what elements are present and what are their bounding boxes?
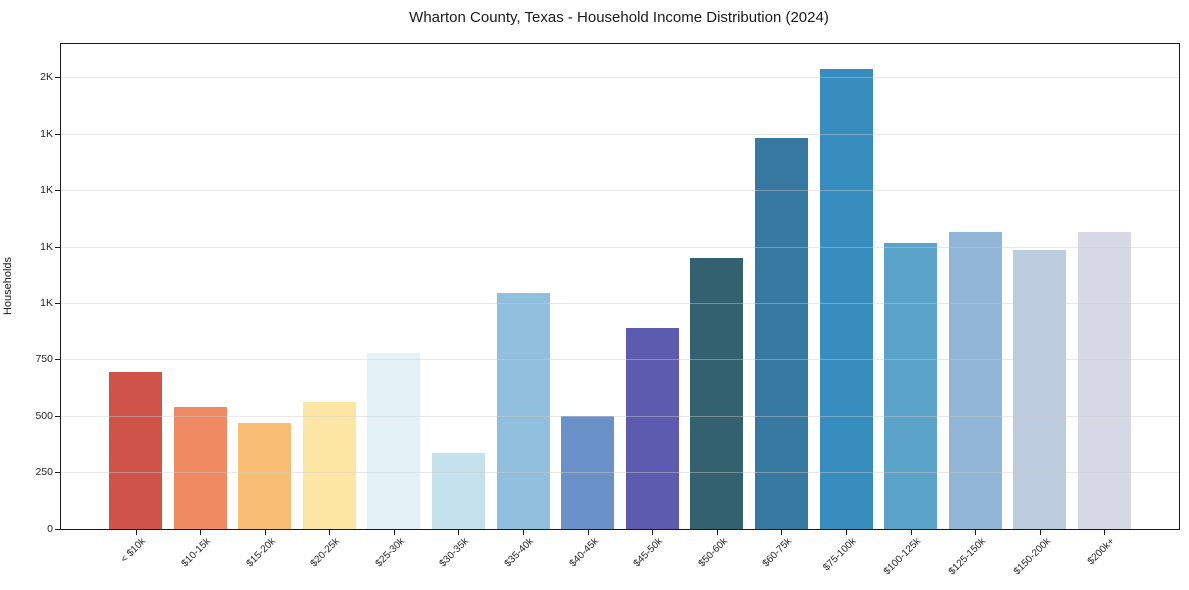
y-tick-label: 250 [35,466,53,479]
y-tick-mark [55,77,60,79]
y-tick-mark [55,246,60,248]
x-tick-mark [846,530,848,535]
bar-7: $40-45k [561,416,615,569]
bars-layer: < $10k $10-15k $15-20k $20-25k $25-30k $30-35… [61,44,1179,577]
x-tick-label: $200k+ [1086,536,1118,568]
x-tick-label: $100-125k [882,536,924,578]
y-tick-mark [55,302,60,304]
x-tick-mark [329,530,331,535]
bar-10: $60-75k [754,137,808,569]
y-tick-mark [55,528,60,530]
bar-15: $200k+ [1077,232,1131,567]
x-tick-label: $60-75k [760,536,795,570]
y-tick-label: 0 [47,522,53,535]
bar-11: $75-100k [819,68,873,573]
bar-13: $125-150k [947,232,1002,577]
bar-1: $10-15k [173,407,227,569]
x-tick-label: $150-200k [1011,536,1053,578]
plot-area: < $10k $10-15k $15-20k $20-25k $25-30k $30-35… [35,43,1180,577]
x-tick-label: $20-25k [308,536,343,570]
x-tick-label: $125-150k [946,536,988,578]
x-tick-label: $45-50k [631,536,666,570]
x-tick-mark [135,530,137,535]
x-tick-label: $40-45k [567,536,601,570]
bar-5: $30-35k [431,453,485,569]
y-tick-label: 1K [40,184,53,197]
y-tick-label: 1K [40,296,53,309]
y-tick-label: 1K [40,127,53,140]
chart-title: Wharton County, Texas - Household Income… [409,9,829,26]
x-tick-mark [1039,530,1041,535]
y-tick-mark [55,359,60,361]
x-tick-label: $75-100k [821,536,859,574]
x-tick-label: < $10k [119,536,149,566]
x-tick-label: $10-15k [179,536,213,570]
x-tick-label: $35-40k [502,536,536,570]
x-tick-label: $25-30k [373,536,407,570]
x-tick-mark [523,530,525,535]
x-tick-mark [458,530,460,535]
bar-14: $150-200k [1011,250,1067,577]
x-tick-label: $50-60k [696,536,730,570]
x-tick-label: $30-35k [437,536,472,570]
bar-0: < $10k [109,372,162,565]
y-tick-mark [55,133,60,135]
y-tick-label: 500 [35,409,53,422]
x-tick-mark [910,530,912,535]
x-tick-mark [781,530,783,535]
y-tick-label: 750 [35,353,53,366]
y-tick-mark [55,190,60,192]
bar-3: $20-25k [302,401,356,569]
x-tick-mark [200,530,202,535]
y-tick-mark [55,472,60,474]
y-tick-label: 1K [40,240,53,253]
bar-9: $50-60k [690,258,744,569]
bar-2: $15-20k [238,422,292,569]
x-tick-mark [1104,530,1106,535]
bar-12: $100-125k [882,242,938,577]
x-tick-mark [652,530,654,535]
x-tick-mark [587,530,589,535]
x-tick-mark [393,530,395,535]
x-tick-mark [264,530,266,535]
y-tick-label: 2K [40,71,53,84]
y-tick-mark [55,415,60,417]
bar-8: $45-50k [625,328,679,569]
x-tick-mark [716,530,718,535]
x-tick-mark [975,530,977,535]
bar-6: $35-40k [496,293,550,569]
x-tick-label: $15-20k [244,536,278,570]
bar-4: $25-30k [367,353,421,569]
